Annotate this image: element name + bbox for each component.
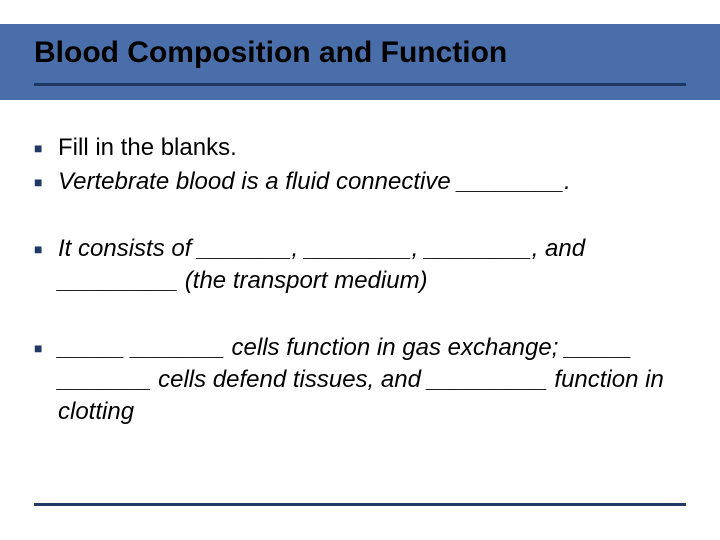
bullet-text: It consists of _______, ________, ______… — [58, 233, 686, 298]
bullet-item: ■ _____ _______ cells function in gas ex… — [34, 332, 686, 429]
square-bullet-icon: ■ — [34, 332, 58, 364]
bullet-item: ■ It consists of _______, ________, ____… — [34, 233, 686, 298]
bullet-item: ■ Fill in the blanks. — [34, 132, 686, 164]
footer-divider — [34, 503, 686, 506]
square-bullet-icon: ■ — [34, 233, 58, 265]
bullet-text: _____ _______ cells function in gas exch… — [58, 332, 686, 429]
bullet-group: ■ _____ _______ cells function in gas ex… — [34, 332, 686, 429]
square-bullet-icon: ■ — [34, 132, 58, 164]
square-bullet-icon: ■ — [34, 166, 58, 198]
bullet-text: Vertebrate blood is a fluid connective _… — [58, 166, 686, 198]
title-bar: Blood Composition and Function — [0, 24, 720, 100]
slide-title: Blood Composition and Function — [0, 24, 720, 70]
slide-body: ■ Fill in the blanks. ■ Vertebrate blood… — [34, 130, 686, 463]
title-underline — [34, 83, 686, 86]
bullet-group: ■ It consists of _______, ________, ____… — [34, 233, 686, 298]
slide: Blood Composition and Function ■ Fill in… — [0, 0, 720, 540]
bullet-group: ■ Fill in the blanks. ■ Vertebrate blood… — [34, 132, 686, 199]
bullet-text: Fill in the blanks. — [58, 132, 686, 164]
bullet-item: ■ Vertebrate blood is a fluid connective… — [34, 166, 686, 198]
